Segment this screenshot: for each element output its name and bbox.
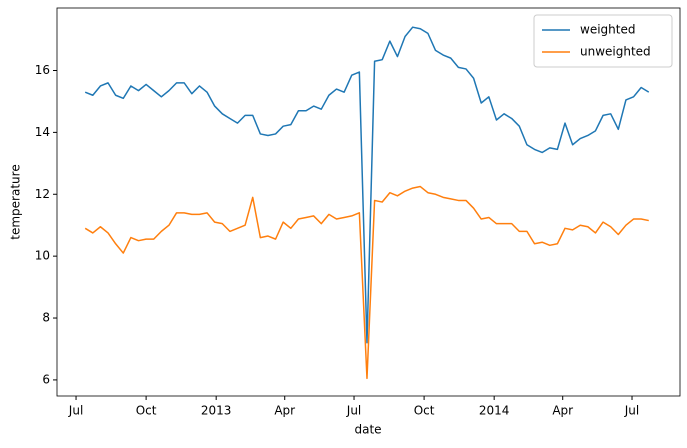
- y-tick-label: 6: [42, 372, 50, 386]
- y-tick-label: 8: [42, 311, 50, 325]
- x-tick-label: Jul: [346, 404, 361, 418]
- legend-label: weighted: [580, 23, 635, 37]
- legend-box: [533, 14, 673, 68]
- line: [84, 26, 650, 344]
- x-tick-label: Jul: [68, 404, 83, 418]
- y-tick-label: 14: [35, 125, 50, 139]
- x-tick-label: Apr: [552, 404, 573, 418]
- x-tick-label: Oct: [414, 404, 435, 418]
- x-tick-label: 2014: [479, 404, 510, 418]
- line: [84, 185, 649, 380]
- x-tick-label: Jul: [624, 404, 639, 418]
- legend-label: unweighted: [580, 45, 651, 59]
- y-tick-label: 12: [35, 187, 50, 201]
- x-axis-label: date: [354, 423, 381, 437]
- y-axis-label: temperature: [9, 164, 23, 239]
- y-tick-label: 16: [35, 63, 50, 77]
- x-tick-label: Apr: [274, 404, 295, 418]
- axes-frame: [56, 7, 681, 397]
- x-tick-label: Oct: [136, 404, 157, 418]
- x-tick-label: 2013: [201, 404, 232, 418]
- y-tick-label: 10: [35, 249, 50, 263]
